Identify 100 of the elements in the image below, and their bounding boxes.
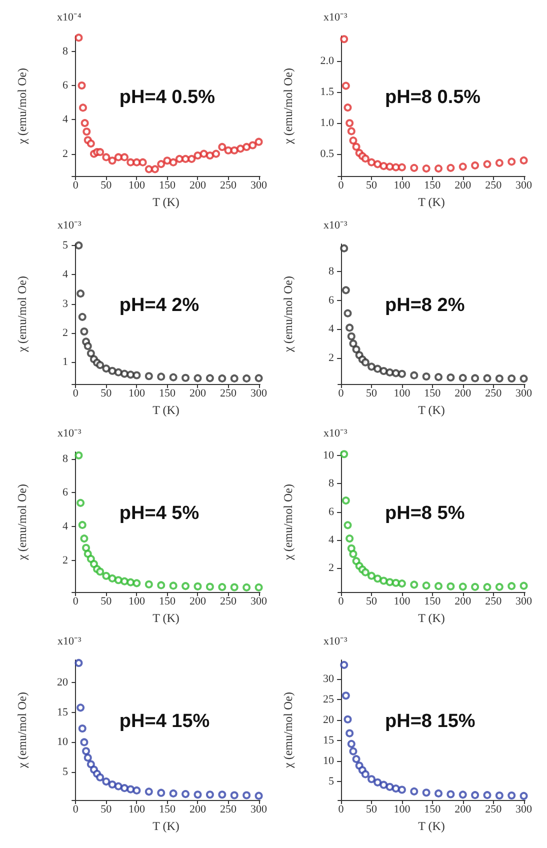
y-axis-title: χ (emu/mol Oe) [15, 68, 29, 145]
x-tick-label: 0 [338, 180, 344, 192]
x-tick-label: 50 [366, 804, 378, 816]
text: x10⁻³ [324, 220, 348, 232]
x-tick-label: 150 [424, 388, 442, 400]
x-tick-label: 0 [338, 804, 344, 816]
x-tick-label: 0 [72, 180, 79, 192]
text: pH=4 2% [119, 294, 200, 316]
y-tick-label: 5 [62, 239, 68, 252]
y-tick-label: 6 [62, 80, 68, 92]
x-tick-label: 100 [128, 804, 146, 816]
x-tick-label: 200 [454, 388, 472, 400]
x-tick-label: 300 [516, 180, 533, 192]
x-tick-label: 150 [158, 804, 176, 816]
y-tick-label: 30 [323, 673, 334, 686]
y-axis-title: χ (emu/mol Oe) [15, 276, 29, 353]
x-tick-label: 100 [394, 804, 411, 816]
y-tick-label: 8 [62, 45, 68, 58]
x-tick-label: 250 [220, 388, 238, 400]
x-tick-label: 0 [72, 804, 79, 816]
y-tick-label: 6 [328, 506, 334, 518]
x-tick-label: 250 [485, 596, 502, 608]
x-axis-title: T (K) [152, 195, 180, 209]
x-tick-label: 250 [485, 804, 502, 816]
x-tick-label: 150 [158, 180, 176, 192]
x-tick-label: 200 [189, 388, 206, 400]
y-tick-label: 8 [328, 478, 334, 490]
x-tick-label: 100 [394, 180, 411, 192]
y-tick-label: 0.5 [320, 148, 334, 160]
y-axis-title: χ (emu/mol Oe) [281, 484, 295, 561]
x-tick-label: 250 [485, 180, 502, 192]
y-tick-label: 15 [57, 706, 68, 718]
text: pH=4 15% [119, 710, 210, 732]
y-tick-label: 10 [323, 755, 334, 768]
text: x10⁻³ [58, 220, 82, 232]
x-axis-title: T (K) [418, 195, 445, 209]
x-tick-label: 150 [424, 804, 442, 816]
x-tick-label: 150 [424, 180, 442, 192]
y-tick-label: 8 [62, 452, 68, 465]
y-tick-label: 3 [62, 298, 68, 310]
x-tick-label: 50 [100, 180, 112, 192]
x-tick-label: 300 [250, 596, 268, 608]
x-tick-label: 200 [454, 180, 472, 192]
text: x10⁻³ [58, 636, 82, 648]
text: x10⁻³ [324, 428, 348, 440]
x-tick-label: 300 [516, 388, 533, 400]
x-tick-label: 300 [516, 804, 533, 816]
x-tick-label: 100 [128, 596, 146, 608]
x-axis-title: T (K) [418, 819, 445, 833]
text: pH=4 0.5% [119, 86, 216, 108]
x-tick-label: 250 [220, 180, 238, 192]
y-tick-label: 4 [62, 268, 68, 281]
text: x10⁻³ [324, 12, 348, 24]
y-tick-label: 2 [62, 554, 68, 567]
x-tick-label: 200 [189, 596, 206, 608]
x-tick-label: 250 [485, 388, 502, 400]
y-tick-label: 10 [57, 736, 68, 748]
y-axis-title: χ (emu/mol Oe) [281, 276, 295, 353]
text: x10⁻⁴ [57, 12, 82, 24]
x-tick-label: 0 [338, 596, 344, 608]
y-tick-label: 4 [62, 520, 68, 533]
y-tick-label: 6 [62, 486, 68, 499]
y-tick-label: 2.0 [320, 54, 334, 67]
y-axis-title: χ (emu/mol Oe) [15, 692, 29, 769]
y-tick-label: 10 [323, 450, 334, 462]
x-tick-label: 300 [516, 596, 533, 608]
y-tick-label: 1.5 [320, 86, 334, 98]
x-axis-title: T (K) [418, 611, 445, 625]
x-tick-label: 200 [454, 596, 472, 608]
y-tick-label: 5 [62, 766, 68, 778]
x-tick-label: 150 [158, 596, 176, 608]
y-tick-label: 2 [328, 562, 334, 574]
text: x10⁻³ [324, 636, 348, 648]
x-tick-label: 50 [366, 180, 378, 192]
y-tick-label: 6 [328, 294, 334, 306]
y-tick-label: 2 [328, 352, 334, 364]
y-tick-label: 4 [62, 114, 68, 126]
x-tick-label: 0 [338, 388, 344, 400]
x-tick-label: 300 [250, 180, 268, 192]
y-axis-title: χ (emu/mol Oe) [281, 692, 295, 769]
y-tick-label: 8 [328, 265, 334, 278]
y-tick-label: 25 [323, 694, 334, 706]
text: pH=8 15% [385, 710, 476, 732]
x-tick-label: 0 [72, 596, 79, 608]
x-tick-label: 100 [128, 388, 146, 400]
y-tick-label: 4 [328, 534, 334, 546]
x-tick-label: 250 [220, 596, 238, 608]
x-tick-label: 100 [394, 388, 411, 400]
x-tick-label: 300 [250, 388, 268, 400]
y-axis-title: χ (emu/mol Oe) [281, 68, 295, 145]
text: pH=8 0.5% [385, 86, 481, 108]
x-axis-title: T (K) [152, 403, 180, 417]
x-axis-title: T (K) [152, 819, 180, 833]
x-axis-title: T (K) [418, 403, 445, 417]
x-tick-label: 50 [100, 596, 112, 608]
x-tick-label: 50 [100, 804, 112, 816]
y-axis-title: χ (emu/mol Oe) [15, 484, 29, 561]
x-tick-label: 200 [454, 804, 472, 816]
y-tick-label: 2 [62, 148, 68, 160]
x-tick-label: 150 [158, 388, 176, 400]
